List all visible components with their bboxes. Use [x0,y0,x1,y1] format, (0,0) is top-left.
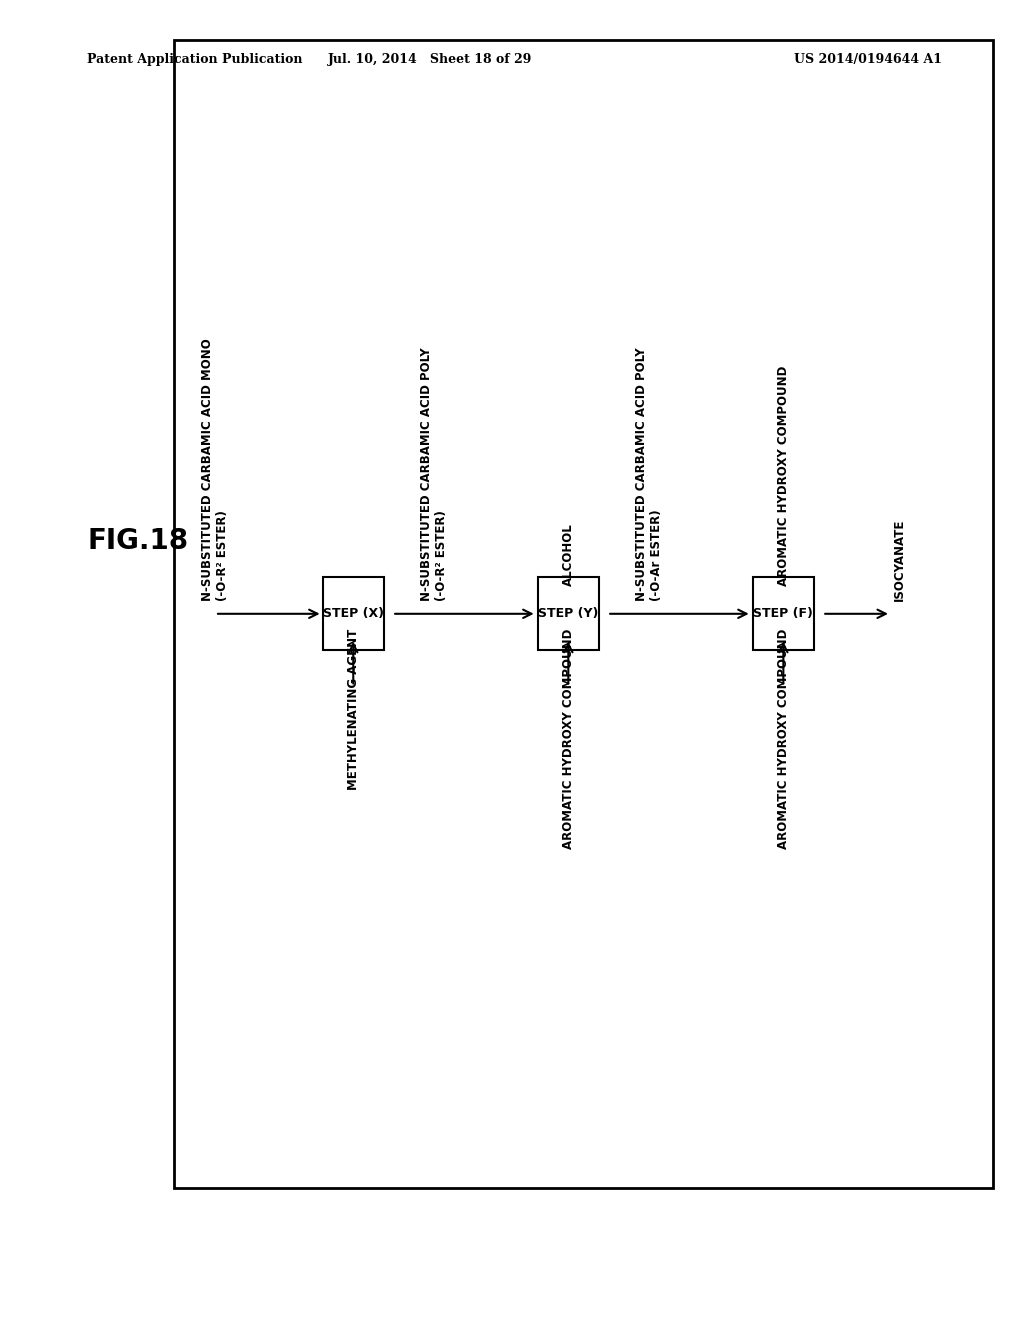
FancyBboxPatch shape [174,40,993,1188]
Text: ISOCYANATE: ISOCYANATE [893,519,905,601]
Text: AROMATIC HYDROXY COMPOUND: AROMATIC HYDROXY COMPOUND [777,628,790,849]
Text: US 2014/0194644 A1: US 2014/0194644 A1 [794,53,942,66]
FancyBboxPatch shape [538,577,599,649]
Text: N-SUBSTITUTED CARBAMIC ACID POLY
(-O-R² ESTER): N-SUBSTITUTED CARBAMIC ACID POLY (-O-R² … [420,347,449,601]
Text: ALCOHOL: ALCOHOL [562,523,574,586]
Text: FIG.18: FIG.18 [87,527,188,556]
Text: Patent Application Publication: Patent Application Publication [87,53,302,66]
FancyBboxPatch shape [323,577,384,649]
Text: AROMATIC HYDROXY COMPOUND: AROMATIC HYDROXY COMPOUND [777,366,790,586]
Text: N-SUBSTITUTED CARBAMIC ACID POLY
(-O-Ar ESTER): N-SUBSTITUTED CARBAMIC ACID POLY (-O-Ar … [635,347,664,601]
Text: STEP (F): STEP (F) [754,607,813,620]
Text: METHYLENATING AGENT: METHYLENATING AGENT [347,628,359,789]
Text: STEP (Y): STEP (Y) [539,607,598,620]
Text: N-SUBSTITUTED CARBAMIC ACID MONO
(-O-R² ESTER): N-SUBSTITUTED CARBAMIC ACID MONO (-O-R² … [201,338,229,601]
Text: Jul. 10, 2014   Sheet 18 of 29: Jul. 10, 2014 Sheet 18 of 29 [328,53,532,66]
Text: STEP (X): STEP (X) [323,607,384,620]
FancyBboxPatch shape [753,577,814,649]
Text: AROMATIC HYDROXY COMPOUND: AROMATIC HYDROXY COMPOUND [562,628,574,849]
